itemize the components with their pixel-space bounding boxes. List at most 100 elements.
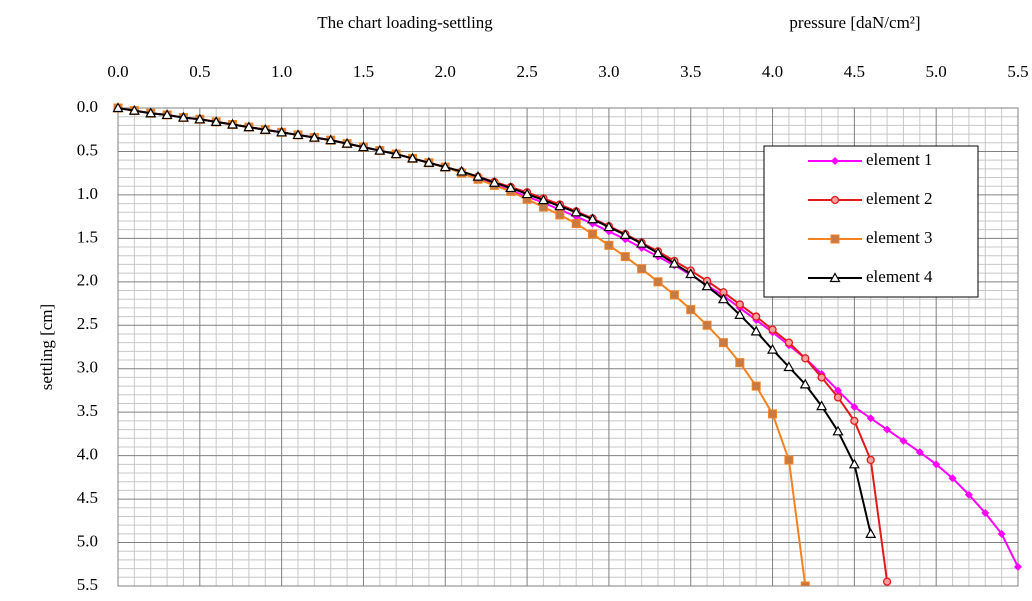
marker — [829, 272, 841, 283]
marker — [145, 107, 157, 118]
marker — [259, 124, 271, 134]
y-axis-title: settling [cm] — [37, 304, 56, 390]
marker — [768, 409, 778, 419]
x-tick-label: 1.5 — [353, 62, 374, 81]
marker — [830, 195, 840, 205]
y-tick-label: 2.0 — [77, 271, 98, 290]
marker — [407, 152, 419, 163]
chart-title: The chart loading-settling — [317, 13, 493, 32]
marker — [505, 182, 517, 193]
marker — [850, 416, 859, 426]
marker — [948, 474, 957, 483]
marker — [831, 157, 839, 165]
marker — [702, 320, 712, 330]
marker — [439, 161, 451, 172]
legend-box — [763, 145, 979, 298]
marker — [784, 455, 794, 465]
x-tick-label: 2.5 — [516, 62, 537, 81]
marker — [636, 237, 648, 248]
marker — [718, 338, 728, 348]
marker — [800, 581, 810, 586]
marker — [588, 229, 598, 239]
plot-border — [117, 107, 1019, 587]
marker — [653, 277, 663, 287]
x-tick-label: 3.5 — [680, 62, 701, 81]
marker — [538, 202, 548, 212]
marker — [570, 206, 582, 217]
marker — [537, 194, 549, 205]
marker — [668, 257, 680, 268]
x-tick-label: 0.5 — [189, 62, 210, 81]
y-tick-label: 1.0 — [77, 184, 98, 203]
marker — [652, 247, 664, 258]
marker — [128, 104, 140, 115]
x-tick-label: 3.0 — [598, 62, 619, 81]
marker — [554, 200, 566, 211]
marker — [620, 252, 630, 262]
marker — [899, 436, 908, 445]
marker — [112, 102, 124, 113]
marker — [832, 425, 844, 436]
marker — [587, 213, 599, 224]
marker — [932, 460, 941, 469]
x-tick-label: 4.0 — [762, 62, 783, 81]
marker — [243, 121, 255, 132]
marker — [817, 373, 826, 382]
marker — [619, 229, 631, 239]
marker — [276, 126, 288, 137]
marker — [915, 448, 924, 457]
marker — [227, 118, 239, 129]
series — [112, 102, 877, 538]
marker — [767, 343, 779, 354]
y-tick-label: 4.5 — [77, 488, 98, 507]
y-tick-label: 4.0 — [77, 445, 98, 464]
marker — [734, 309, 746, 319]
marker — [801, 354, 810, 363]
marker — [768, 325, 777, 334]
marker — [833, 393, 843, 402]
marker — [735, 358, 745, 368]
marker — [784, 338, 794, 347]
marker — [423, 157, 435, 167]
marker — [783, 361, 795, 372]
marker — [521, 188, 533, 199]
marker — [325, 134, 337, 145]
marker — [735, 300, 744, 309]
x-tick-label: 4.5 — [844, 62, 865, 81]
legend-label: element 4 — [866, 267, 933, 286]
marker — [456, 165, 468, 176]
marker — [669, 290, 679, 300]
marker — [686, 305, 696, 315]
marker — [390, 148, 402, 159]
marker — [357, 141, 369, 152]
legend-label: element 2 — [866, 189, 933, 208]
x-tick-label: 5.5 — [1007, 62, 1028, 81]
marker — [717, 293, 729, 304]
legend-label: element 3 — [866, 228, 933, 247]
marker — [816, 400, 828, 411]
x-axis-title: pressure [daN/cm²] — [789, 13, 920, 32]
y-tick-label: 3.5 — [77, 401, 98, 420]
y-tick-label: 2.5 — [77, 314, 98, 333]
marker — [1014, 562, 1022, 571]
marker — [571, 219, 581, 229]
marker — [751, 381, 761, 391]
x-tick-label: 5.0 — [926, 62, 947, 81]
y-tick-label: 1.5 — [77, 227, 98, 246]
marker — [830, 234, 840, 244]
marker — [883, 425, 892, 434]
x-tick-label: 1.0 — [271, 62, 292, 81]
marker — [472, 170, 484, 181]
y-tick-label: 0.0 — [77, 97, 98, 116]
marker — [834, 386, 842, 395]
legend-label: element 1 — [866, 150, 933, 169]
marker — [555, 210, 565, 220]
marker — [752, 312, 761, 321]
marker — [341, 137, 353, 148]
x-tick-label: 0.0 — [107, 62, 128, 81]
marker — [603, 221, 615, 232]
marker — [981, 508, 990, 517]
marker — [292, 129, 304, 140]
marker — [637, 264, 647, 274]
